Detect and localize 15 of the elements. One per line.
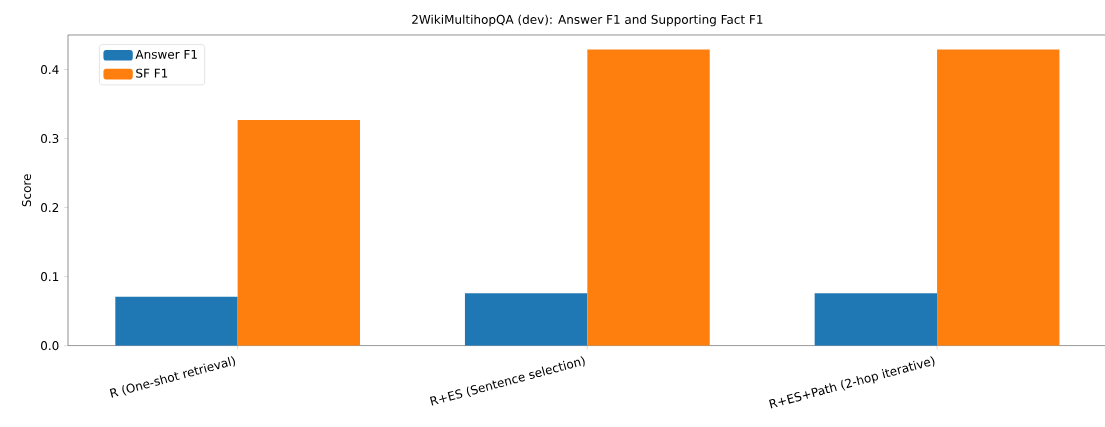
y-tick-label: 0.1: [41, 272, 59, 282]
y-axis-title: Score: [21, 174, 32, 207]
bar: [115, 296, 238, 346]
y-tick-label: 0.4: [41, 64, 59, 75]
y-tick-label: 0.3: [41, 134, 59, 144]
legend-label: SF F1: [136, 68, 168, 78]
bar: [814, 293, 938, 346]
legend-label: Answer F1: [135, 49, 197, 59]
bar: [237, 119, 361, 346]
y-tick-label: 0.2: [41, 203, 59, 213]
chart-title: 2WikiMultihopQA (dev): Answer F1 and Supporting Fact F1: [412, 14, 763, 27]
y-tick-label: 0.0: [41, 341, 59, 351]
bar: [937, 49, 1060, 346]
bar: [464, 293, 588, 346]
bar: [587, 49, 710, 346]
